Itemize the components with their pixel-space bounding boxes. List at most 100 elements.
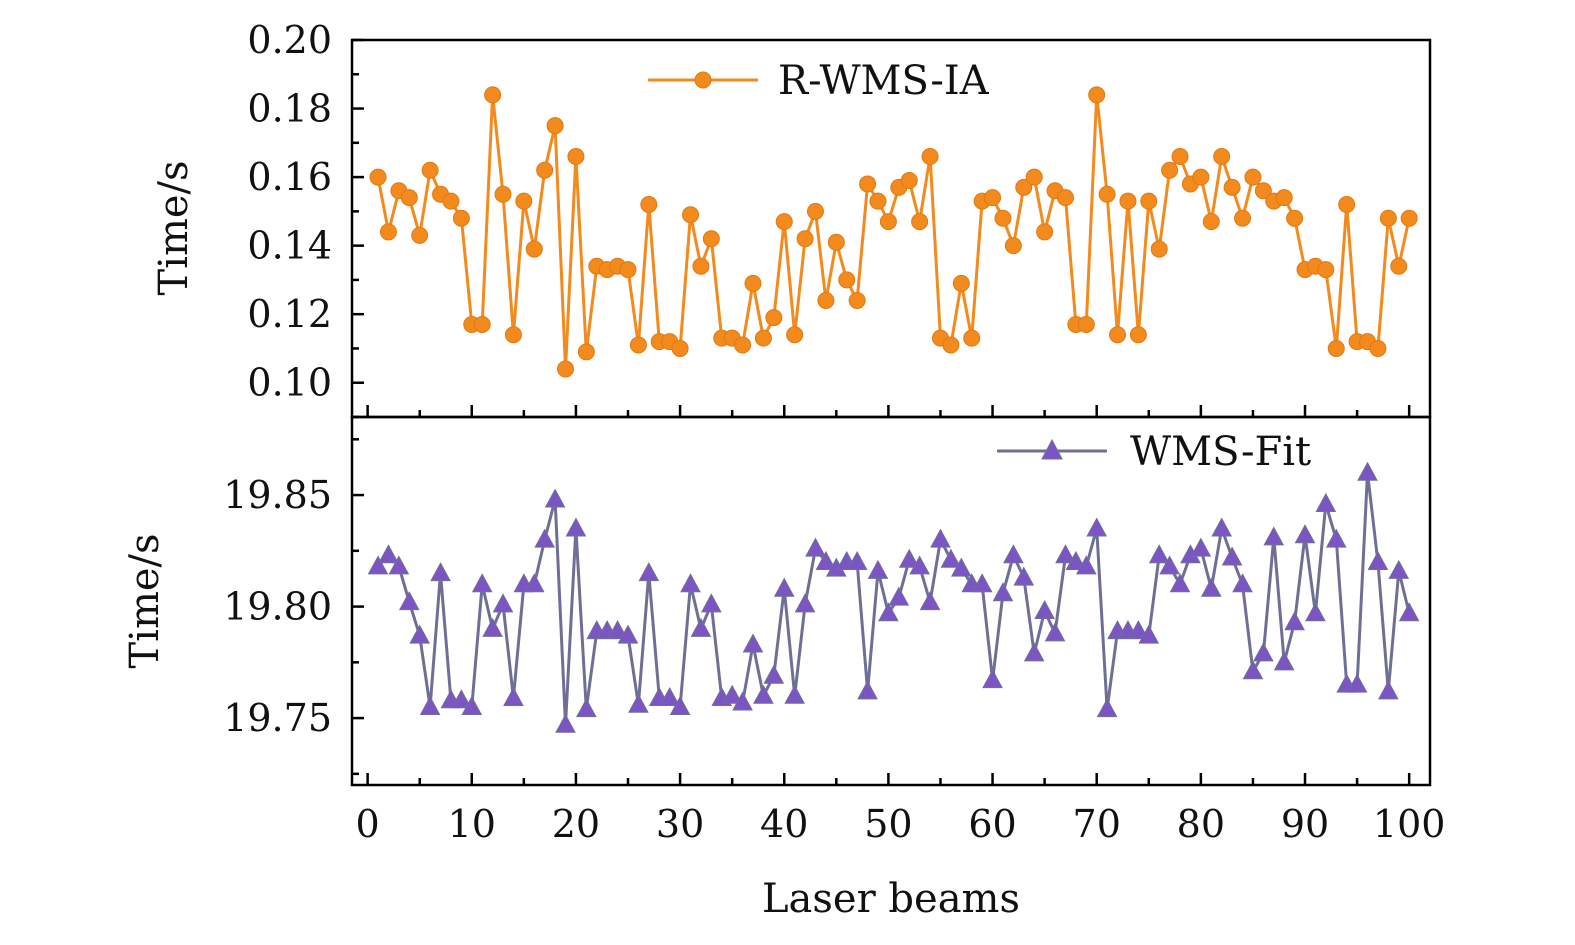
x-tick-label: 40 — [760, 802, 808, 846]
bottom-data-point — [544, 488, 566, 508]
bottom-data-point — [1325, 528, 1347, 548]
bottom-data-point — [888, 586, 910, 606]
top-data-point — [1036, 223, 1054, 241]
bottom-data-point — [565, 517, 587, 537]
bottom-data-point — [1023, 642, 1045, 662]
bottom-axis-ticks — [352, 438, 1411, 785]
bottom-series-group — [367, 461, 1420, 733]
bottom-data-point — [1357, 461, 1378, 481]
top-data-point — [525, 240, 543, 258]
top-data-point — [765, 309, 783, 327]
top-data-point — [806, 202, 824, 220]
top-data-point — [1025, 168, 1043, 186]
top-data-point — [1234, 209, 1252, 227]
top-data-point — [1150, 240, 1168, 258]
bottom-data-point — [1398, 602, 1420, 622]
top-data-point — [1379, 209, 1397, 227]
top-y-tick-label: 0.12 — [247, 292, 332, 336]
top-data-point — [692, 257, 710, 275]
top-data-point — [1213, 148, 1231, 166]
bottom-data-point — [388, 555, 410, 575]
bottom-data-point — [950, 557, 972, 577]
top-data-point — [1400, 209, 1418, 227]
top-data-point — [734, 336, 752, 354]
top-data-point — [775, 213, 793, 231]
top-data-point — [421, 161, 439, 179]
x-tick-label: 30 — [656, 802, 704, 846]
top-data-point — [984, 189, 1002, 207]
bottom-y-tick-labels: 19.75 19.80 19.85 — [223, 473, 332, 740]
bottom-data-point — [919, 591, 941, 611]
top-data-point — [1338, 196, 1356, 214]
top-data-point — [1202, 213, 1220, 231]
top-y-tick-label: 0.10 — [247, 361, 332, 405]
bottom-data-point — [576, 698, 597, 718]
top-data-point — [1109, 326, 1127, 344]
top-data-point — [744, 274, 762, 292]
bottom-data-point — [1377, 680, 1399, 700]
bottom-data-point — [555, 713, 576, 733]
x-tick-label: 10 — [448, 802, 496, 846]
top-data-point — [379, 223, 397, 241]
top-data-point — [911, 213, 929, 231]
top-data-point — [369, 168, 387, 186]
top-data-point — [1317, 261, 1335, 279]
bottom-data-point — [534, 528, 556, 548]
bottom-data-point — [482, 617, 503, 637]
bottom-y-tick-label: 19.85 — [223, 473, 332, 517]
bottom-data-point — [773, 577, 795, 597]
x-tick-label: 100 — [1373, 802, 1446, 846]
bottom-data-point — [1284, 611, 1305, 631]
top-data-point — [671, 339, 689, 357]
top-data-point — [1390, 257, 1408, 275]
bottom-y-tick-label: 19.80 — [223, 585, 332, 629]
bottom-data-point — [878, 602, 899, 622]
top-data-point — [577, 343, 595, 361]
bottom-data-point — [753, 684, 774, 704]
top-data-point — [838, 271, 856, 289]
bottom-data-point — [503, 686, 524, 707]
bottom-data-point — [1065, 550, 1087, 570]
top-data-point — [754, 329, 772, 347]
bottom-data-point — [898, 548, 920, 568]
bottom-data-point — [461, 695, 483, 715]
top-y-tick-labels: 0.10 0.12 0.14 0.16 0.18 0.20 — [247, 18, 332, 405]
top-data-point — [629, 336, 647, 354]
bottom-data-point — [1315, 492, 1337, 512]
top-y-tick-label: 0.18 — [247, 87, 332, 131]
top-data-point — [1161, 161, 1179, 179]
bottom-data-point — [409, 624, 431, 644]
top-data-point — [411, 226, 429, 244]
bottom-data-point — [492, 593, 514, 613]
bottom-data-point — [471, 573, 493, 593]
top-data-point — [1369, 339, 1387, 357]
bottom-data-point — [1232, 573, 1253, 593]
top-data-point — [494, 185, 512, 203]
bottom-legend-marker — [1041, 438, 1063, 460]
top-data-point — [1254, 182, 1272, 200]
bottom-data-point — [1221, 546, 1243, 566]
top-data-point — [817, 291, 835, 309]
top-data-point — [1275, 189, 1293, 207]
bottom-data-point — [398, 591, 420, 611]
bottom-y-axis-label: Time/s — [122, 533, 168, 668]
bottom-data-point — [742, 633, 764, 653]
bottom-data-point — [1305, 602, 1326, 622]
top-legend: R-WMS-IA — [648, 58, 990, 104]
top-data-point — [1244, 168, 1262, 186]
bottom-data-point — [1096, 698, 1118, 718]
bottom-data-point — [1211, 517, 1233, 537]
bottom-data-point — [1169, 573, 1191, 593]
bottom-data-point — [430, 562, 451, 582]
bottom-data-point — [638, 562, 660, 582]
bottom-data-point — [419, 695, 441, 715]
top-y-tick-label: 0.14 — [247, 224, 332, 268]
top-data-point — [859, 175, 877, 193]
bottom-data-point — [794, 593, 816, 613]
top-y-axis-label: Time/s — [151, 160, 197, 295]
top-data-point — [546, 117, 564, 135]
bottom-data-point — [1388, 559, 1410, 579]
top-legend-label: R-WMS-IA — [778, 58, 990, 104]
bottom-data-point — [1128, 620, 1149, 640]
top-data-point — [1327, 339, 1345, 357]
